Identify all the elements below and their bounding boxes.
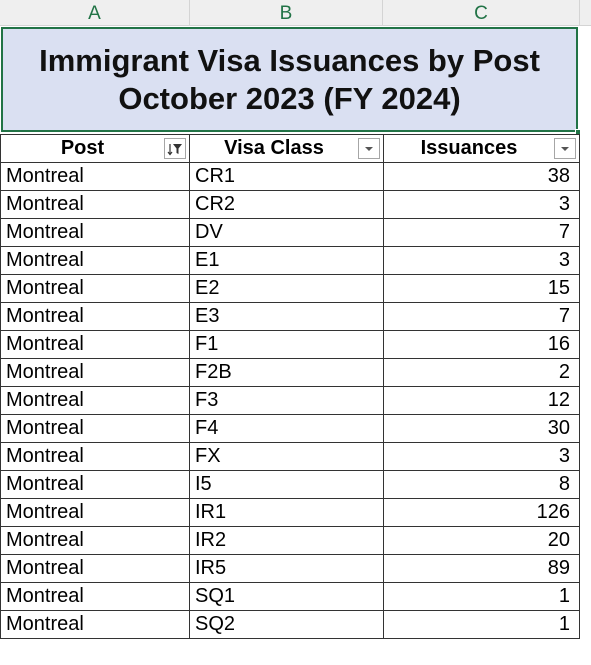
table-row: Montreal IR1 126 (0, 498, 580, 527)
cell-post[interactable]: Montreal (0, 526, 190, 555)
header-visa-class[interactable]: Visa Class (189, 134, 384, 163)
column-header-c[interactable]: C (383, 0, 580, 25)
cell-post[interactable]: Montreal (0, 498, 190, 527)
column-header-bar: A B C (0, 0, 591, 26)
dropdown-arrow-icon[interactable] (554, 138, 576, 159)
cell-visa-class[interactable]: SQ2 (189, 610, 384, 639)
cell-issuances[interactable]: 20 (383, 526, 580, 555)
cell-visa-class[interactable]: IR5 (189, 554, 384, 583)
cell-visa-class[interactable]: E1 (189, 246, 384, 275)
data-table: Post Visa Class (0, 134, 580, 639)
cell-visa-class[interactable]: F3 (189, 386, 384, 415)
cell-issuances[interactable]: 3 (383, 246, 580, 275)
cell-issuances[interactable]: 1 (383, 610, 580, 639)
table-row: Montreal SQ1 1 (0, 582, 580, 611)
cell-visa-class[interactable]: F1 (189, 330, 384, 359)
cell-post[interactable]: Montreal (0, 442, 190, 471)
cell-issuances[interactable]: 7 (383, 218, 580, 247)
cell-post[interactable]: Montreal (0, 302, 190, 331)
table-row: Montreal FX 3 (0, 442, 580, 471)
table-row: Montreal F1 16 (0, 330, 580, 359)
filter-active-icon[interactable] (164, 138, 186, 159)
cell-issuances[interactable]: 38 (383, 162, 580, 191)
header-issuances[interactable]: Issuances (383, 134, 580, 163)
cell-post[interactable]: Montreal (0, 190, 190, 219)
cell-issuances[interactable]: 3 (383, 190, 580, 219)
cell-visa-class[interactable]: E2 (189, 274, 384, 303)
table-header-row: Post Visa Class (0, 134, 580, 163)
table-row: Montreal CR2 3 (0, 190, 580, 219)
header-issuances-label: Issuances (420, 137, 518, 159)
title-line-2: October 2023 (FY 2024) (118, 80, 461, 116)
column-header-filler (580, 0, 591, 25)
header-post[interactable]: Post (0, 134, 190, 163)
cell-visa-class[interactable]: IR2 (189, 526, 384, 555)
table-row: Montreal F3 12 (0, 386, 580, 415)
table-row: Montreal E3 7 (0, 302, 580, 331)
cell-post[interactable]: Montreal (0, 554, 190, 583)
header-visa-class-label: Visa Class (224, 137, 324, 159)
table-row: Montreal I5 8 (0, 470, 580, 499)
cell-post[interactable]: Montreal (0, 330, 190, 359)
cell-issuances[interactable]: 16 (383, 330, 580, 359)
table-row: Montreal E1 3 (0, 246, 580, 275)
cell-post[interactable]: Montreal (0, 218, 190, 247)
table-row: Montreal E2 15 (0, 274, 580, 303)
cell-issuances[interactable]: 12 (383, 386, 580, 415)
column-header-a[interactable]: A (0, 0, 190, 25)
dropdown-arrow-icon[interactable] (358, 138, 380, 159)
header-post-label: Post (60, 137, 105, 159)
cell-issuances[interactable]: 15 (383, 274, 580, 303)
column-header-b[interactable]: B (190, 0, 383, 25)
cell-post[interactable]: Montreal (0, 386, 190, 415)
cell-issuances[interactable]: 3 (383, 442, 580, 471)
cell-post[interactable]: Montreal (0, 246, 190, 275)
cell-visa-class[interactable]: SQ1 (189, 582, 384, 611)
cell-post[interactable]: Montreal (0, 414, 190, 443)
title-merged-cell[interactable]: Immigrant Visa Issuances by Post October… (1, 27, 578, 132)
table-row: Montreal IR5 89 (0, 554, 580, 583)
cell-issuances[interactable]: 126 (383, 498, 580, 527)
cell-visa-class[interactable]: DV (189, 218, 384, 247)
table-row: Montreal CR1 38 (0, 162, 580, 191)
cell-issuances[interactable]: 30 (383, 414, 580, 443)
cell-post[interactable]: Montreal (0, 582, 190, 611)
title-line-1: Immigrant Visa Issuances by Post (39, 42, 540, 78)
cell-issuances[interactable]: 2 (383, 358, 580, 387)
cell-visa-class[interactable]: CR2 (189, 190, 384, 219)
cell-post[interactable]: Montreal (0, 162, 190, 191)
cell-post[interactable]: Montreal (0, 274, 190, 303)
cell-visa-class[interactable]: F2B (189, 358, 384, 387)
cell-post[interactable]: Montreal (0, 358, 190, 387)
cell-issuances[interactable]: 8 (383, 470, 580, 499)
cell-visa-class[interactable]: E3 (189, 302, 384, 331)
cell-visa-class[interactable]: F4 (189, 414, 384, 443)
table-row: Montreal F4 30 (0, 414, 580, 443)
cell-visa-class[interactable]: I5 (189, 470, 384, 499)
table-row: Montreal IR2 20 (0, 526, 580, 555)
cell-visa-class[interactable]: CR1 (189, 162, 384, 191)
cell-issuances[interactable]: 1 (383, 582, 580, 611)
table-row: Montreal F2B 2 (0, 358, 580, 387)
cell-visa-class[interactable]: FX (189, 442, 384, 471)
cell-issuances[interactable]: 89 (383, 554, 580, 583)
cell-issuances[interactable]: 7 (383, 302, 580, 331)
cell-post[interactable]: Montreal (0, 610, 190, 639)
table-row: Montreal SQ2 1 (0, 610, 580, 639)
cell-visa-class[interactable]: IR1 (189, 498, 384, 527)
cell-post[interactable]: Montreal (0, 470, 190, 499)
table-row: Montreal DV 7 (0, 218, 580, 247)
